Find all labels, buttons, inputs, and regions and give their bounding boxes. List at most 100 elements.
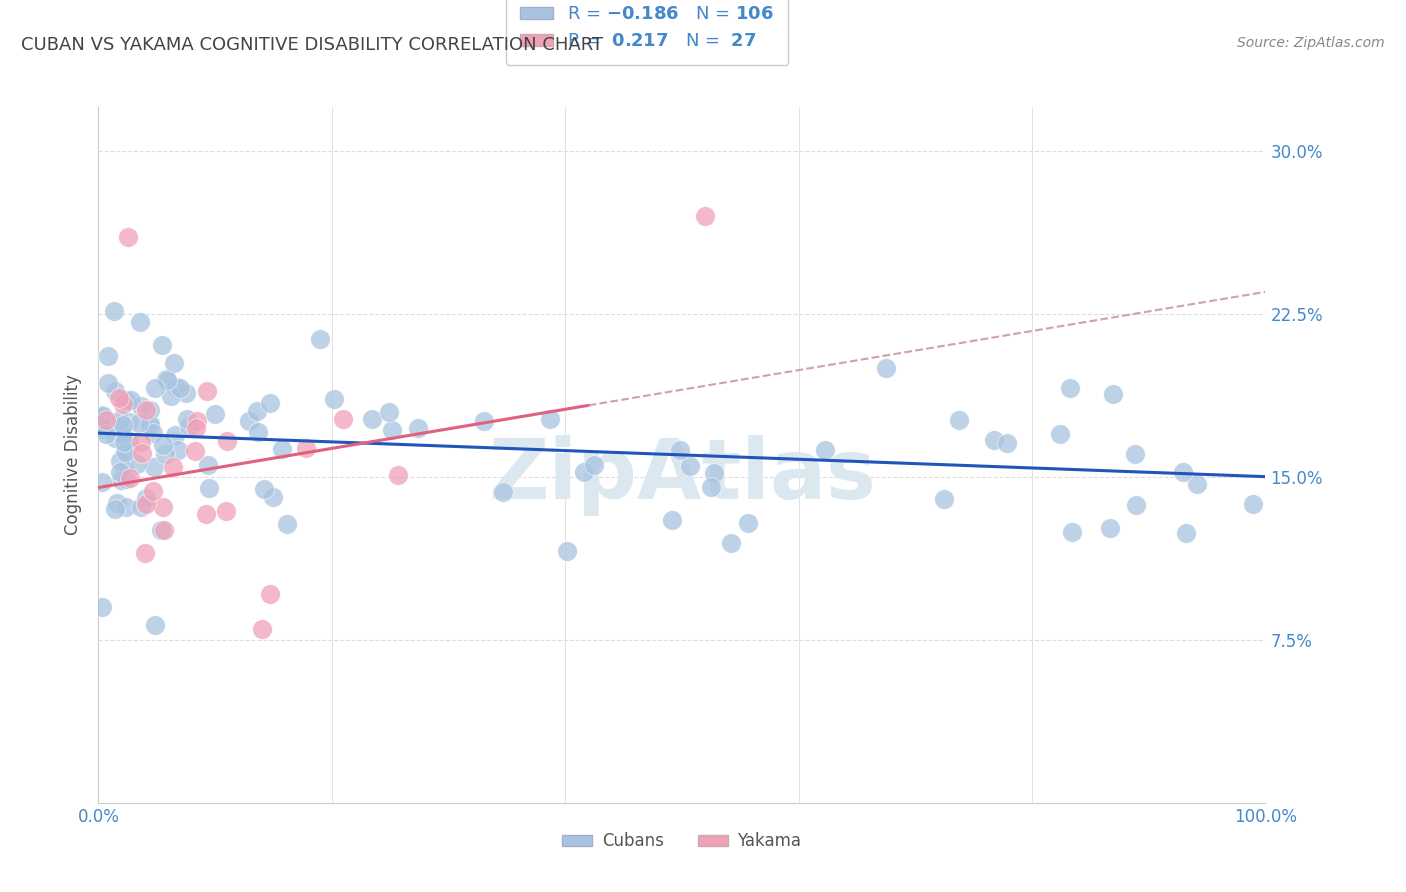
- Point: [149, 523, 172, 537]
- Point: [198, 481, 221, 495]
- Point: [1049, 427, 1071, 442]
- Point: [1062, 524, 1084, 539]
- Point: [110, 474, 132, 488]
- Point: [114, 445, 136, 459]
- Point: [134, 546, 156, 560]
- Point: [1171, 465, 1194, 479]
- Point: [90, 408, 112, 422]
- Point: [162, 460, 184, 475]
- Point: [215, 434, 238, 449]
- Point: [1059, 381, 1081, 395]
- Point: [538, 412, 561, 426]
- Point: [90, 418, 112, 433]
- Point: [720, 536, 742, 550]
- Point: [997, 436, 1019, 450]
- Point: [169, 381, 191, 395]
- Point: [152, 437, 174, 451]
- Point: [131, 446, 153, 460]
- Point: [166, 442, 188, 457]
- Point: [118, 435, 141, 450]
- Point: [115, 472, 138, 486]
- Point: [93, 422, 115, 436]
- Text: ZipAtlas: ZipAtlas: [488, 435, 876, 516]
- Point: [679, 458, 702, 473]
- Point: [142, 484, 165, 499]
- Point: [94, 413, 117, 427]
- Point: [195, 507, 218, 521]
- Point: [332, 412, 354, 426]
- Point: [104, 501, 127, 516]
- Point: [582, 458, 605, 472]
- Point: [186, 421, 208, 435]
- Point: [142, 425, 165, 440]
- Point: [143, 381, 166, 395]
- Point: [406, 421, 429, 435]
- Point: [703, 466, 725, 480]
- Point: [117, 230, 139, 244]
- Point: [700, 480, 723, 494]
- Point: [294, 441, 316, 455]
- Point: [112, 435, 135, 450]
- Point: [378, 405, 401, 419]
- Point: [155, 371, 177, 385]
- Point: [1123, 447, 1146, 461]
- Point: [110, 412, 132, 426]
- Point: [143, 460, 166, 475]
- Point: [322, 392, 344, 406]
- Point: [160, 389, 183, 403]
- Point: [128, 315, 150, 329]
- Point: [276, 517, 298, 532]
- Point: [183, 444, 205, 458]
- Point: [195, 384, 218, 399]
- Point: [948, 413, 970, 427]
- Point: [262, 490, 284, 504]
- Point: [163, 355, 186, 369]
- Point: [309, 332, 332, 346]
- Point: [1241, 497, 1264, 511]
- Point: [387, 468, 409, 483]
- Point: [127, 458, 149, 472]
- Point: [111, 418, 134, 433]
- Point: [186, 414, 208, 428]
- Point: [97, 349, 120, 363]
- Point: [112, 461, 135, 475]
- Point: [112, 428, 135, 442]
- Point: [97, 376, 120, 390]
- Point: [108, 453, 131, 467]
- Point: [238, 413, 260, 427]
- Point: [91, 409, 114, 424]
- Point: [492, 485, 515, 500]
- Point: [174, 385, 197, 400]
- Point: [246, 403, 269, 417]
- Point: [153, 523, 176, 537]
- Point: [1125, 499, 1147, 513]
- Point: [120, 392, 142, 407]
- Point: [179, 418, 201, 433]
- Point: [572, 465, 595, 479]
- Point: [814, 443, 837, 458]
- Point: [131, 435, 153, 450]
- Point: [875, 361, 897, 376]
- Point: [131, 500, 153, 514]
- Point: [695, 209, 717, 223]
- Point: [108, 465, 131, 479]
- Point: [360, 411, 382, 425]
- Point: [259, 587, 281, 601]
- Point: [139, 403, 162, 417]
- Point: [143, 617, 166, 632]
- Point: [115, 443, 138, 458]
- Point: [1185, 477, 1208, 491]
- Point: [259, 396, 281, 410]
- Point: [250, 622, 273, 636]
- Point: [737, 516, 759, 530]
- Point: [661, 513, 683, 527]
- Point: [163, 427, 186, 442]
- Point: [214, 504, 236, 518]
- Point: [128, 417, 150, 431]
- Point: [139, 418, 162, 433]
- Point: [155, 447, 177, 461]
- Point: [104, 384, 127, 398]
- Point: [204, 407, 226, 421]
- Point: [176, 412, 198, 426]
- Point: [103, 303, 125, 318]
